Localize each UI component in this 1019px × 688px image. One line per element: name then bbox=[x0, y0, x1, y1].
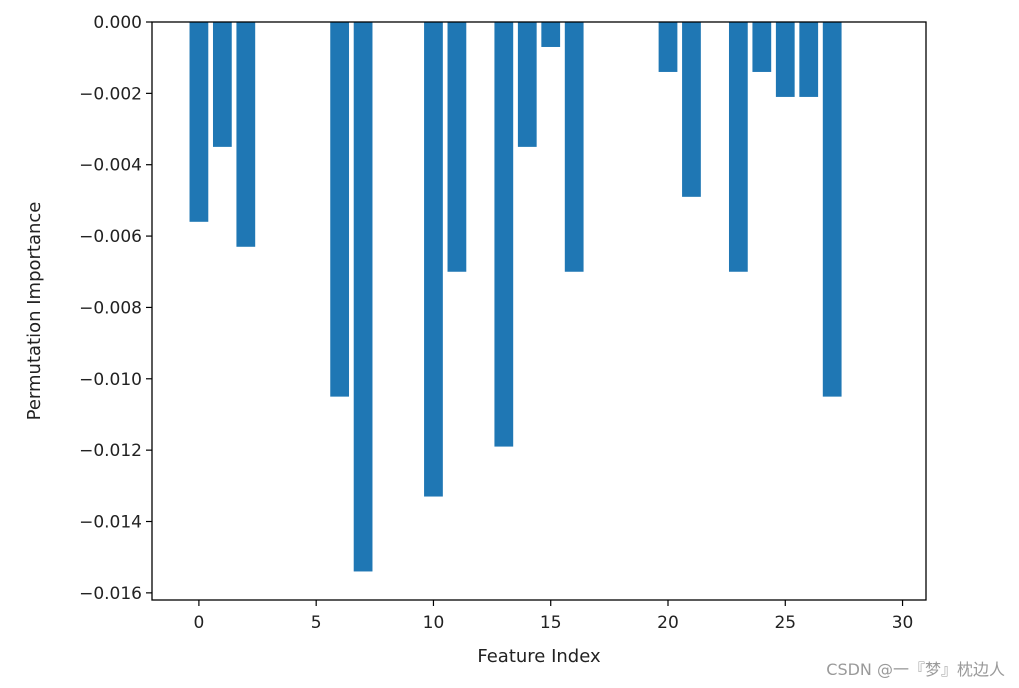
bar-feature-6 bbox=[330, 22, 350, 397]
y-axis-ticks: 0.000 −0.002 −0.004 −0.006 −0.008 −0.010 −0.01… bbox=[79, 13, 152, 604]
bar-feature-14 bbox=[517, 22, 537, 147]
y-tick-label: −0.012 bbox=[79, 441, 142, 461]
bar-feature-26 bbox=[799, 22, 819, 97]
bar-feature-27 bbox=[822, 22, 842, 397]
bar-feature-24 bbox=[752, 22, 772, 72]
x-axis-label: Feature Index bbox=[477, 646, 601, 667]
bar-feature-25 bbox=[775, 22, 795, 97]
bar-feature-2 bbox=[236, 22, 256, 247]
y-axis-label: Permutation Importance bbox=[24, 202, 45, 421]
bar-feature-20 bbox=[658, 22, 678, 72]
bar-feature-13 bbox=[494, 22, 514, 447]
x-tick-label: 25 bbox=[774, 613, 796, 633]
bar-feature-16 bbox=[564, 22, 584, 272]
y-tick-label: −0.002 bbox=[79, 84, 142, 104]
bar-feature-11 bbox=[447, 22, 467, 272]
bar-feature-21 bbox=[682, 22, 701, 197]
bar-feature-1 bbox=[212, 22, 232, 147]
y-tick-label: −0.004 bbox=[79, 156, 142, 176]
y-tick-label: −0.016 bbox=[79, 584, 142, 604]
y-tick-label: −0.014 bbox=[79, 513, 142, 533]
x-tick-label: 20 bbox=[657, 613, 679, 633]
bar-feature-0 bbox=[189, 22, 209, 222]
plot-frame bbox=[151, 21, 927, 601]
y-tick-label: 0.000 bbox=[93, 13, 142, 33]
y-tick-label: −0.006 bbox=[79, 227, 142, 247]
y-tick-label: −0.008 bbox=[79, 298, 142, 318]
x-axis-ticks: 0 5 10 15 20 25 30 bbox=[193, 600, 913, 633]
y-tick-label: −0.010 bbox=[79, 370, 142, 390]
bar-feature-10 bbox=[424, 22, 443, 497]
x-tick-label: 5 bbox=[311, 613, 322, 633]
x-tick-label: 0 bbox=[193, 613, 204, 633]
bar-feature-23 bbox=[728, 22, 748, 272]
x-tick-label: 10 bbox=[423, 613, 445, 633]
x-tick-label: 30 bbox=[892, 613, 914, 633]
bars-group bbox=[189, 22, 842, 572]
bar-feature-15 bbox=[541, 22, 561, 47]
bar-feature-7 bbox=[353, 22, 373, 572]
watermark: CSDN @一『梦』枕边人 bbox=[826, 660, 1005, 679]
x-tick-label: 15 bbox=[540, 613, 562, 633]
